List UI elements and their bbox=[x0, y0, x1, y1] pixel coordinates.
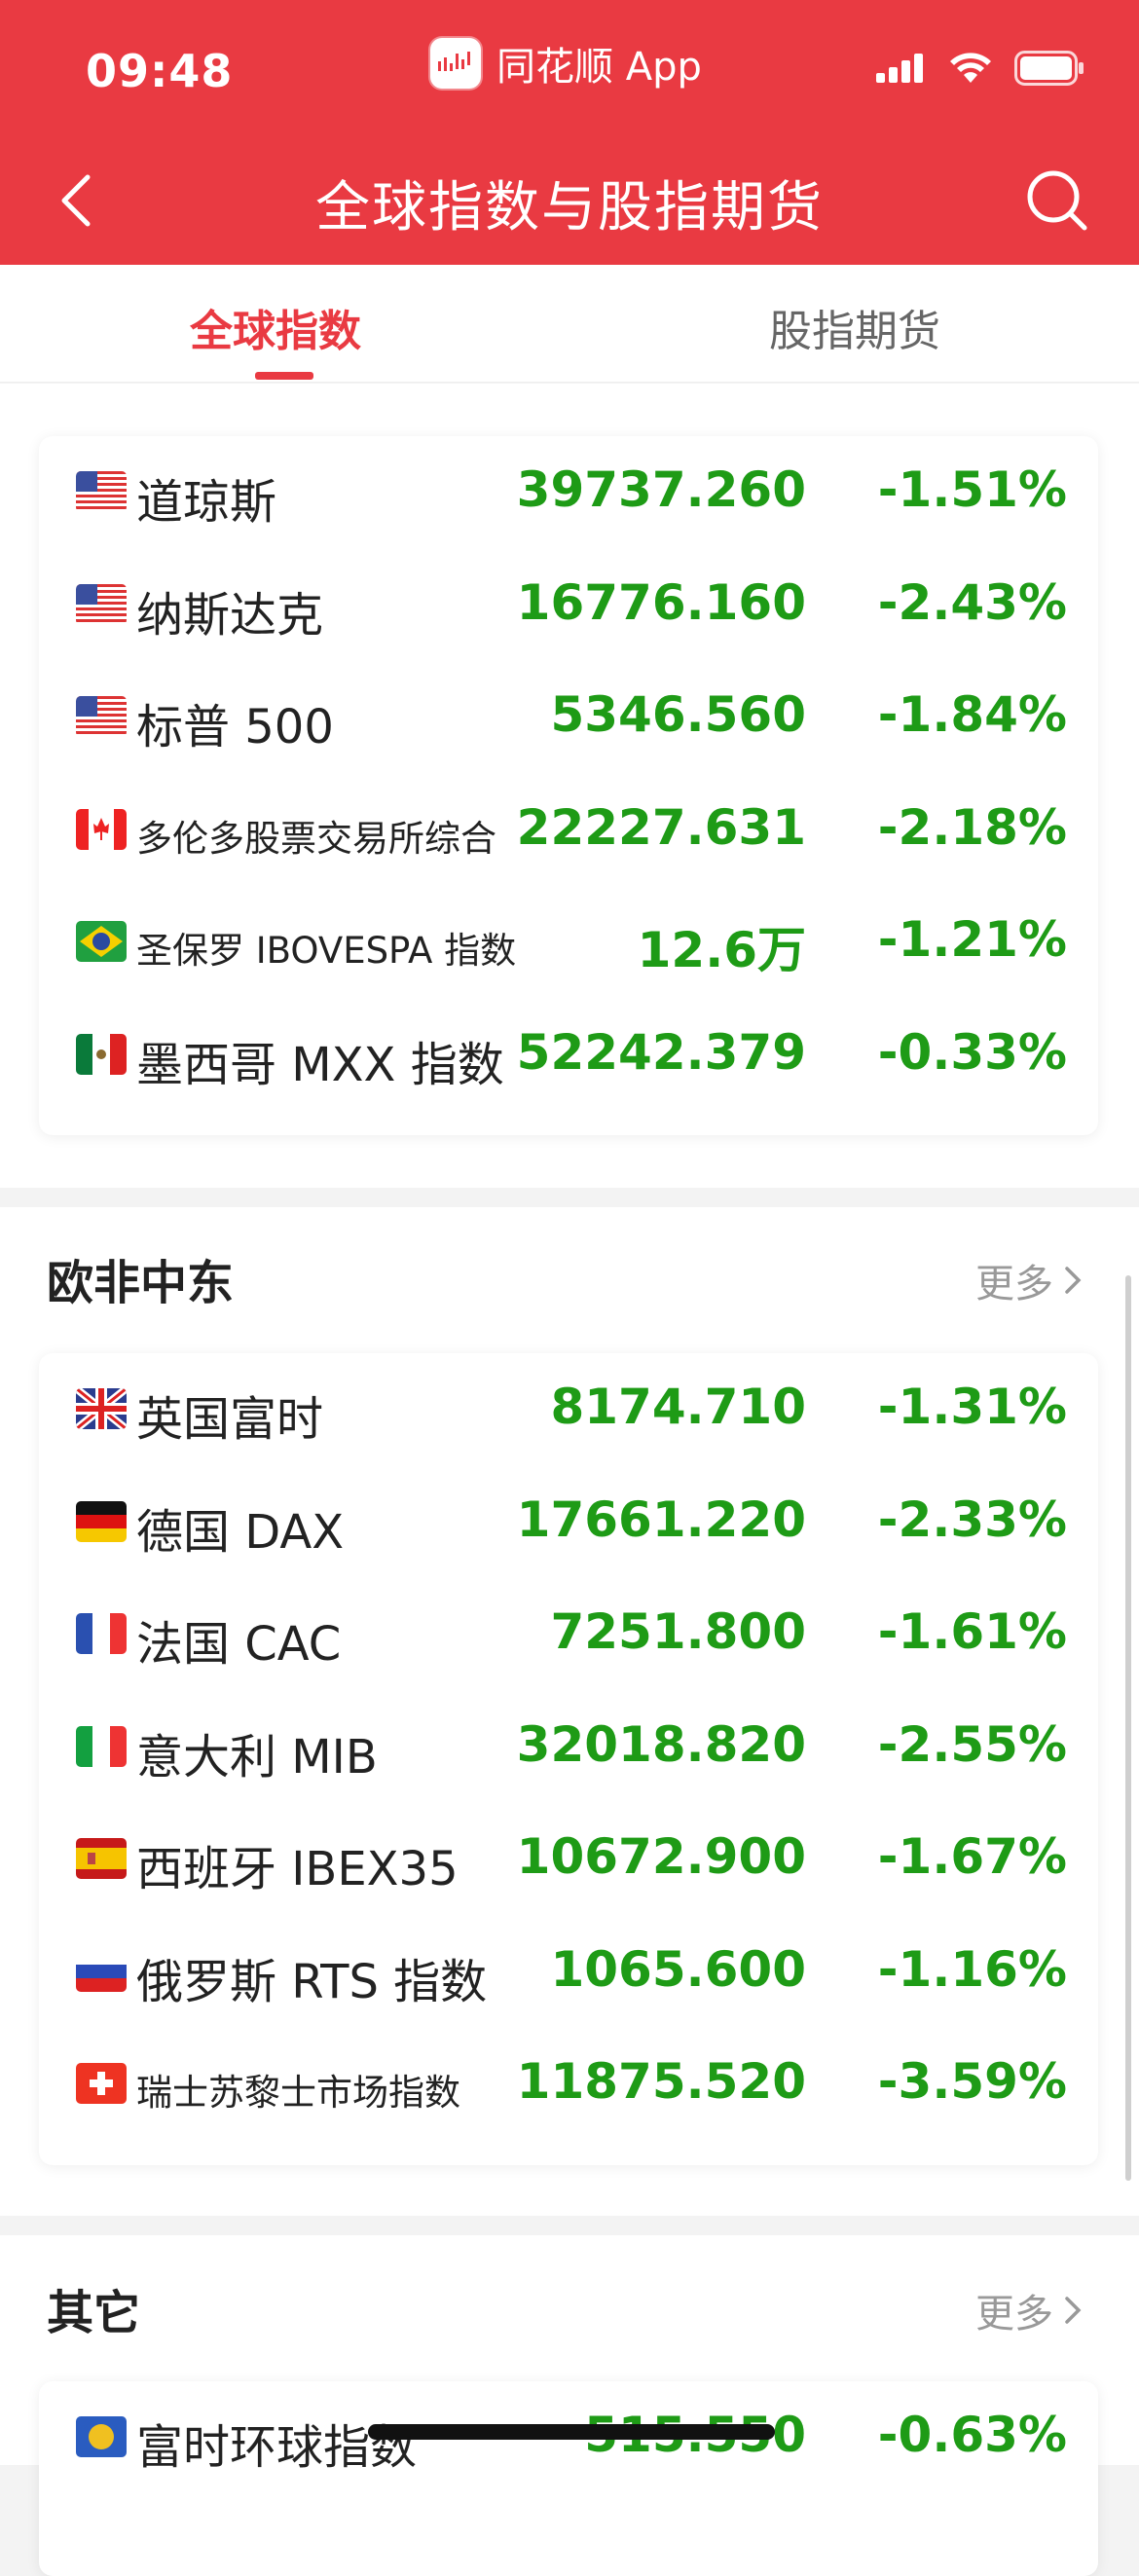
chevron-right-icon bbox=[1065, 1267, 1082, 1294]
index-row[interactable]: 瑞士苏黎士市场指数 11875.520 -3.59% bbox=[39, 2028, 1098, 2140]
italy-flag-icon bbox=[76, 1725, 127, 1767]
index-row[interactable]: 法国 CAC 7251.800 -1.61% bbox=[39, 1578, 1098, 1690]
index-value: 12.6万 bbox=[637, 922, 806, 978]
index-value: 5346.560 bbox=[550, 686, 806, 743]
germany-flag-icon bbox=[76, 1500, 127, 1542]
index-change: -1.61% bbox=[877, 1603, 1067, 1660]
brazil-flag-icon bbox=[76, 921, 127, 962]
index-row[interactable]: 西班牙 IBEX35 10672.900 -1.67% bbox=[39, 1803, 1098, 1915]
index-name: 西班牙 IBEX35 bbox=[136, 1842, 459, 1896]
index-change: -1.21% bbox=[877, 911, 1067, 968]
index-row[interactable]: 纳斯达克 16776.160 -2.43% bbox=[39, 549, 1098, 661]
nav-row: 全球指数与股指期货 bbox=[0, 146, 1139, 253]
index-name: 俄罗斯 RTS 指数 bbox=[136, 1954, 488, 2009]
signal-icon bbox=[876, 54, 923, 83]
index-change: -0.33% bbox=[877, 1023, 1067, 1081]
index-row[interactable]: 墨西哥 MXX 指数 52242.379 -0.33% bbox=[39, 999, 1098, 1111]
status-icons bbox=[876, 51, 1084, 86]
us-flag-icon bbox=[76, 583, 127, 625]
index-change: -2.43% bbox=[877, 573, 1067, 631]
tab-active-underline bbox=[255, 372, 313, 380]
header-bar: 09:48 同花顺 App bbox=[0, 0, 1139, 265]
index-name: 富时环球指数 bbox=[136, 2420, 418, 2475]
index-value: 8174.710 bbox=[550, 1379, 806, 1435]
index-value: 52242.379 bbox=[516, 1023, 806, 1081]
index-value: 1065.600 bbox=[550, 1940, 806, 1998]
index-value: 32018.820 bbox=[516, 1715, 806, 1773]
app-name: 同花顺 App bbox=[496, 45, 702, 90]
index-name: 纳斯达克 bbox=[136, 587, 324, 643]
index-row[interactable]: 意大利 MIB 32018.820 -2.55% bbox=[39, 1691, 1098, 1803]
index-change: -1.51% bbox=[877, 461, 1067, 518]
index-change: -2.18% bbox=[877, 798, 1067, 856]
index-row[interactable]: 德国 DAX 17661.220 -2.33% bbox=[39, 1466, 1098, 1578]
index-value: 11875.520 bbox=[516, 2053, 806, 2110]
others-card: 富时环球指数 515.550 -0.63% bbox=[39, 2381, 1098, 2576]
mexico-flag-icon bbox=[76, 1033, 127, 1075]
index-name: 标普 500 bbox=[136, 700, 334, 754]
index-value: 16776.160 bbox=[516, 573, 806, 631]
home-indicator[interactable] bbox=[368, 2424, 775, 2440]
index-value: 39737.260 bbox=[516, 461, 806, 518]
index-value: 22227.631 bbox=[516, 798, 806, 856]
scrollbar[interactable] bbox=[1125, 1275, 1131, 2181]
index-name: 德国 DAX bbox=[136, 1504, 345, 1560]
index-change: -3.59% bbox=[877, 2053, 1067, 2110]
index-row[interactable]: 圣保罗 IBOVESPA 指数 12.6万 -1.21% bbox=[39, 886, 1098, 998]
others-more-link[interactable]: 更多 bbox=[975, 2282, 1083, 2338]
index-name: 道琼斯 bbox=[136, 475, 277, 530]
index-change: -0.63% bbox=[877, 2407, 1067, 2463]
battery-icon bbox=[1014, 51, 1084, 86]
france-flag-icon bbox=[76, 1613, 127, 1654]
index-name: 墨西哥 MXX 指数 bbox=[136, 1037, 504, 1092]
status-time: 09:48 bbox=[86, 45, 234, 97]
back-chevron-icon[interactable] bbox=[51, 171, 109, 230]
tab-global-indices[interactable]: 全球指数 bbox=[190, 307, 361, 356]
globe-flag-icon bbox=[76, 2416, 127, 2457]
search-icon[interactable] bbox=[1024, 167, 1088, 232]
app-indicator[interactable]: 同花顺 App bbox=[430, 35, 702, 92]
index-name: 多伦多股票交易所综合 bbox=[136, 817, 496, 860]
index-name: 意大利 MIB bbox=[136, 1729, 378, 1785]
canada-flag-icon bbox=[76, 808, 127, 850]
index-name: 英国富时 bbox=[136, 1392, 324, 1447]
spain-flag-icon bbox=[76, 1838, 127, 1879]
index-row[interactable]: 标普 500 5346.560 -1.84% bbox=[39, 661, 1098, 773]
europe-section-title: 欧非中东 bbox=[47, 1256, 235, 1310]
europe-more-label: 更多 bbox=[975, 1262, 1053, 1306]
chevron-right-icon bbox=[1065, 2297, 1082, 2324]
index-value: 17661.220 bbox=[516, 1490, 806, 1548]
app-logo-icon bbox=[430, 38, 481, 89]
index-row[interactable]: 多伦多股票交易所综合 22227.631 -2.18% bbox=[39, 774, 1098, 886]
index-change: -2.55% bbox=[877, 1715, 1067, 1773]
others-section-title: 其它 bbox=[47, 2286, 141, 2340]
index-change: -1.84% bbox=[877, 686, 1067, 743]
index-name: 圣保罗 IBOVESPA 指数 bbox=[136, 930, 517, 972]
index-change: -2.33% bbox=[877, 1490, 1067, 1548]
index-value: 7251.800 bbox=[550, 1603, 806, 1660]
index-row[interactable]: 俄罗斯 RTS 指数 1065.600 -1.16% bbox=[39, 1916, 1098, 2028]
us-flag-icon bbox=[76, 471, 127, 512]
europe-more-link[interactable]: 更多 bbox=[975, 1252, 1083, 1308]
page-title: 全球指数与股指期货 bbox=[315, 176, 824, 239]
uk-flag-icon bbox=[76, 1388, 127, 1429]
index-name: 法国 CAC bbox=[136, 1617, 342, 1672]
switzerland-flag-icon bbox=[76, 2063, 127, 2104]
russia-flag-icon bbox=[76, 1950, 127, 1992]
tab-bar: 全球指数 股指期货 bbox=[0, 265, 1139, 383]
wifi-icon bbox=[950, 53, 991, 83]
us-flag-icon bbox=[76, 696, 127, 737]
index-change: -1.16% bbox=[877, 1940, 1067, 1998]
index-change: -1.67% bbox=[877, 1828, 1067, 1885]
europe-card: 英国富时 8174.710 -1.31% 德国 DAX 17661.220 -2… bbox=[39, 1353, 1098, 2165]
others-more-label: 更多 bbox=[975, 2292, 1053, 2337]
index-value: 10672.900 bbox=[516, 1828, 806, 1885]
index-row[interactable]: 道琼斯 39737.260 -1.51% bbox=[39, 436, 1098, 548]
index-row[interactable]: 英国富时 8174.710 -1.31% bbox=[39, 1353, 1098, 1465]
americas-card: 道琼斯 39737.260 -1.51% 纳斯达克 16776.160 -2.4… bbox=[39, 436, 1098, 1135]
index-change: -1.31% bbox=[877, 1379, 1067, 1435]
tab-index-futures[interactable]: 股指期货 bbox=[769, 307, 940, 356]
index-name: 瑞士苏黎士市场指数 bbox=[136, 2072, 460, 2114]
